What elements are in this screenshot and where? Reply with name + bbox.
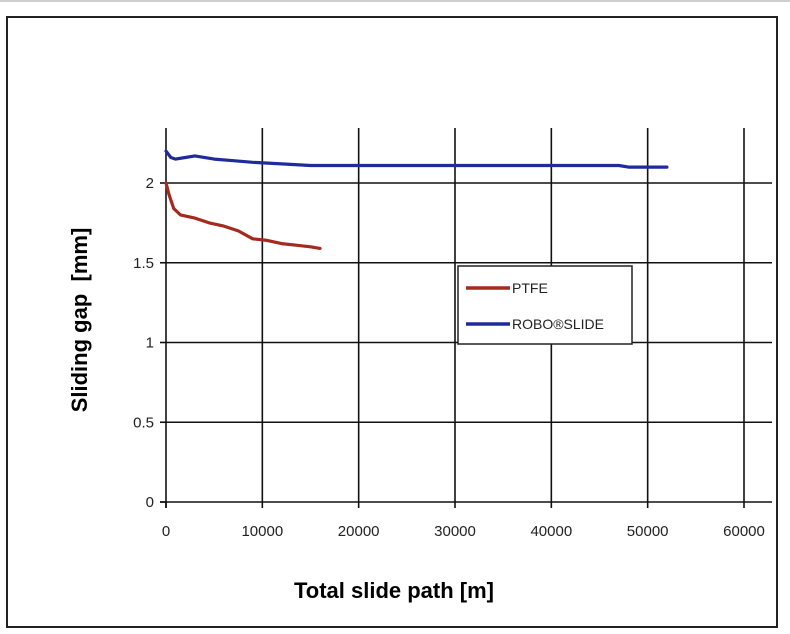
x-tick-label: 40000 xyxy=(530,523,572,540)
axes xyxy=(160,128,772,508)
legend-label-ptfe: PTFE xyxy=(512,280,548,296)
top-border-line xyxy=(0,0,790,2)
series-line-roboslide xyxy=(164,149,669,169)
x-tick-labels: 0 10000 20000 30000 40000 50000 60000 xyxy=(162,523,765,540)
chart-frame xyxy=(6,16,778,628)
x-tick-label: 20000 xyxy=(338,523,380,540)
x-axis-title: Total slide path [m] xyxy=(294,578,494,603)
series-lines xyxy=(164,149,669,250)
x-tick-label: 50000 xyxy=(627,523,669,540)
x-tick-label: 30000 xyxy=(434,523,476,540)
legend-box xyxy=(457,265,633,345)
grid-lines xyxy=(166,128,772,502)
x-tick-label: 10000 xyxy=(241,523,283,540)
legend-label-roboslide: ROBO®SLIDE xyxy=(512,316,604,332)
y-tick-label: 1.5 xyxy=(133,255,154,272)
y-tick-label: 0 xyxy=(146,494,154,511)
legend: PTFE ROBO®SLIDE xyxy=(457,265,633,345)
y-tick-label: 2 xyxy=(146,175,154,192)
y-tick-label: 0.5 xyxy=(133,414,154,431)
y-tick-labels: 0 0.5 1 1.5 2 xyxy=(133,175,154,511)
y-axis-title: Sliding gap [mm] xyxy=(67,228,92,413)
y-tick-label: 1 xyxy=(146,335,154,352)
series-line-ptfe xyxy=(164,181,322,250)
x-tick-label: 0 xyxy=(162,523,170,540)
x-tick-label: 60000 xyxy=(723,523,765,540)
